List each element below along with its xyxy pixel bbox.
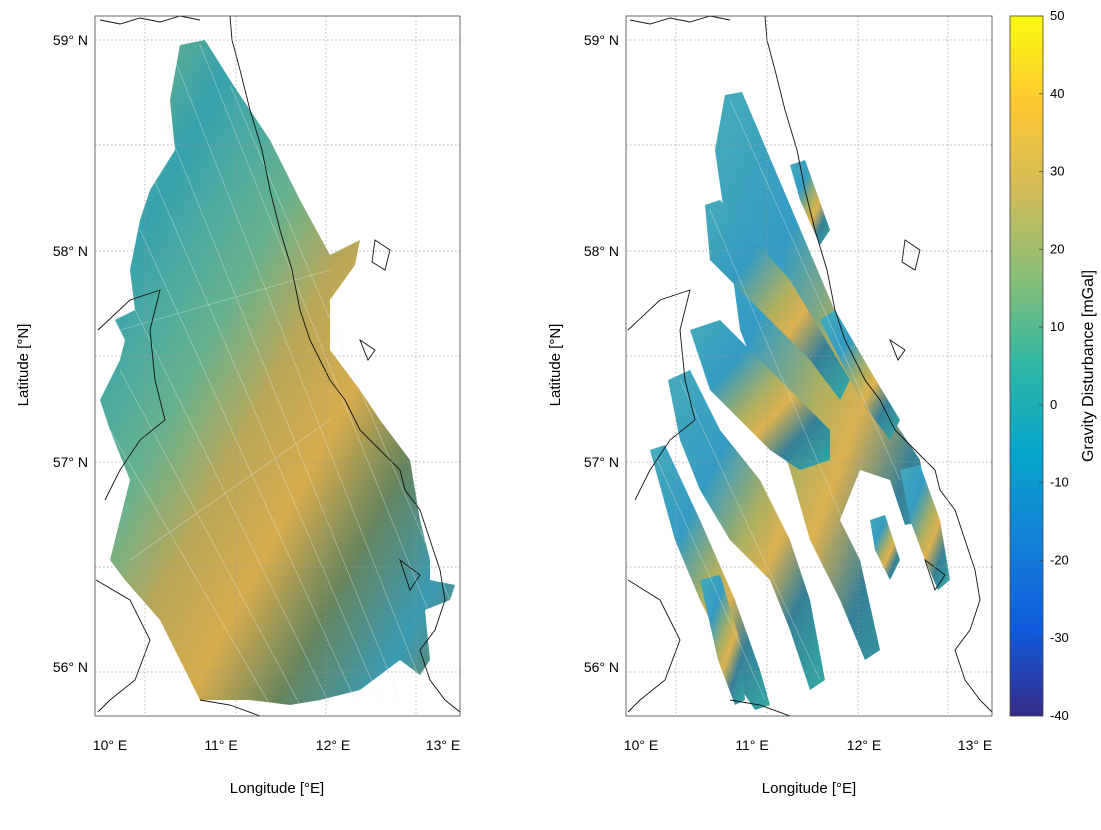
right-lat-tick: 59° N	[584, 32, 619, 48]
right-grid	[626, 16, 992, 716]
left-map-panel: 59° N 58° N 57° N 56° N 10° E 11° E 12° …	[15, 15, 461, 797]
right-map-panel: 59° N 58° N 57° N 56° N 10° E 11° E 12° …	[547, 15, 993, 797]
right-lon-tick: 10° E	[624, 737, 658, 753]
right-lon-tick: 13° E	[958, 737, 992, 753]
colorbar-tick-label: 50	[1050, 8, 1064, 23]
left-survey-lines	[109, 44, 451, 706]
colorbar-tick-label: 40	[1050, 86, 1064, 101]
right-coastline	[627, 16, 992, 716]
colorbar-tick-label: 0	[1050, 397, 1057, 412]
colorbar-ticks: 50 40 30 20 10 0 -10 -20 -30 -40	[1039, 8, 1069, 723]
left-lon-tick: 12° E	[316, 737, 350, 753]
left-lon-tick: 13° E	[426, 737, 460, 753]
right-lat-tick: 57° N	[584, 454, 619, 470]
left-grid	[95, 16, 460, 716]
right-lat-tick: 56° N	[584, 659, 619, 675]
left-coastline	[95, 16, 460, 716]
colorbar-gradient	[1009, 15, 1044, 717]
colorbar-tick-label: -40	[1050, 708, 1069, 723]
left-lon-tick: 10° E	[93, 737, 127, 753]
left-lon-tick: 11° E	[204, 737, 237, 753]
right-lon-tick: 11° E	[735, 737, 768, 753]
colorbar-tick-label: 10	[1050, 319, 1064, 334]
colorbar: 50 40 30 20 10 0 -10 -20 -30 -40 Gravity Disturba…	[1009, 8, 1097, 723]
right-survey-lines	[654, 99, 901, 701]
left-lat-tick: 59° N	[53, 32, 88, 48]
right-gravity-coverage	[650, 92, 950, 710]
colorbar-tick-label: 20	[1050, 241, 1064, 256]
left-ylabel: Latitude [°N]	[15, 324, 32, 407]
colorbar-tick-label: -30	[1050, 630, 1069, 645]
left-gravity-coverage	[100, 40, 455, 705]
right-axes-frame	[625, 15, 993, 717]
left-lat-tick: 56° N	[53, 659, 88, 675]
colorbar-tick-label: -10	[1050, 475, 1069, 490]
left-lat-tick: 58° N	[53, 243, 88, 259]
left-lat-tick: 57° N	[53, 454, 88, 470]
right-xlabel: Longitude [°E]	[762, 780, 856, 797]
right-lon-tick: 12° E	[847, 737, 881, 753]
right-ylabel: Latitude [°N]	[547, 324, 564, 407]
left-xlabel: Longitude [°E]	[230, 780, 324, 797]
colorbar-label: Gravity Disturbance [mGal]	[1080, 270, 1097, 462]
colorbar-tick-label: -20	[1050, 552, 1069, 567]
colorbar-tick-label: 30	[1050, 164, 1064, 179]
right-lat-tick: 58° N	[584, 243, 619, 259]
left-axes-frame	[94, 15, 461, 717]
